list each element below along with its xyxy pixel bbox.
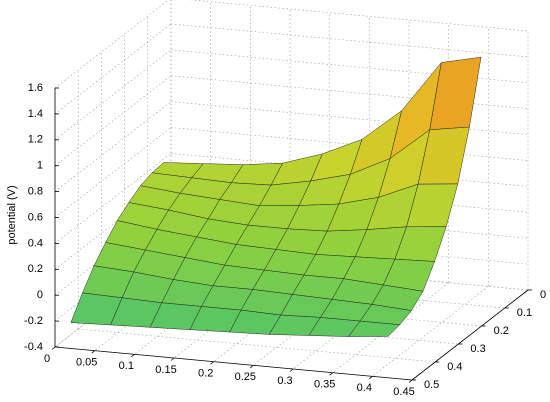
- z-tick-label: 0.6: [28, 211, 43, 223]
- x-tick: [91, 350, 95, 354]
- z-grid-line: [170, 23, 529, 58]
- x-tick-label: 0.1: [119, 360, 134, 372]
- z-grid-line: [54, 0, 169, 89]
- z-tick-label: 0.8: [28, 186, 43, 198]
- x-tick-label: 0.25: [235, 371, 256, 383]
- z-grid-line: [189, 0, 529, 32]
- axes-foreground: 0 0.05 0.1 0.15 0.2 0.25 0.3 0.35 0.4 0.45 0 0.1 0.2…: [24, 82, 546, 398]
- z-grid-line: [54, 49, 172, 141]
- z-tick-label: 1: [37, 160, 43, 172]
- z-grid-line: [54, 127, 172, 218]
- x-tick: [369, 376, 373, 380]
- x-tick: [329, 372, 333, 376]
- y-tick-label: 0.5: [424, 379, 439, 391]
- z-tick-label: 0: [37, 289, 43, 301]
- x-tick: [408, 379, 413, 383]
- z-tick-label: 1.2: [28, 134, 43, 146]
- surface-cell: [348, 320, 401, 337]
- z-grid-line: [170, 101, 529, 135]
- z-tick-label: -0.2: [24, 315, 43, 327]
- x-tick: [210, 361, 214, 365]
- z-grid-line: [54, 75, 172, 166]
- z-axis-label: potential (V): [6, 185, 18, 244]
- x-tick-label: 0: [44, 353, 50, 365]
- y-tick-label: 0.2: [494, 325, 509, 337]
- x-tick-label: 0.05: [76, 357, 97, 369]
- x-tick-label: 0.35: [314, 379, 335, 391]
- z-tick-label: -0.4: [24, 341, 43, 353]
- x-grid-line: [372, 286, 489, 377]
- y-axis: [411, 289, 529, 381]
- z-tick-label: 0.2: [28, 263, 43, 275]
- x-tick-label: 0.4: [357, 382, 372, 394]
- x-tick-label: 0.3: [277, 375, 292, 387]
- z-grid-line: [54, 153, 172, 244]
- z-tick-label: 1.6: [28, 82, 43, 94]
- x-tick-label: 0.45: [393, 386, 414, 398]
- y-tick-label: 0.4: [447, 361, 462, 373]
- y-tick-label: 0.3: [470, 343, 485, 355]
- x-tick-label: 0.15: [155, 364, 176, 376]
- x-tick-label: 0.2: [198, 368, 213, 380]
- z-grid-line: [54, 23, 172, 115]
- x-tick: [250, 365, 254, 369]
- z-grid-line: [54, 179, 172, 270]
- z-tick-label: 0.4: [28, 237, 43, 249]
- surface: [70, 56, 482, 337]
- x-axis: [54, 346, 413, 381]
- z-grid-line: [54, 101, 172, 192]
- x-tick: [170, 357, 175, 361]
- x-tick: [51, 346, 56, 350]
- y-tick-label: 0: [540, 289, 546, 301]
- z-tick-label: 1.4: [28, 108, 43, 120]
- x-tick: [289, 368, 294, 372]
- y-tick-label: 0.1: [517, 307, 532, 319]
- x-tick: [131, 354, 135, 358]
